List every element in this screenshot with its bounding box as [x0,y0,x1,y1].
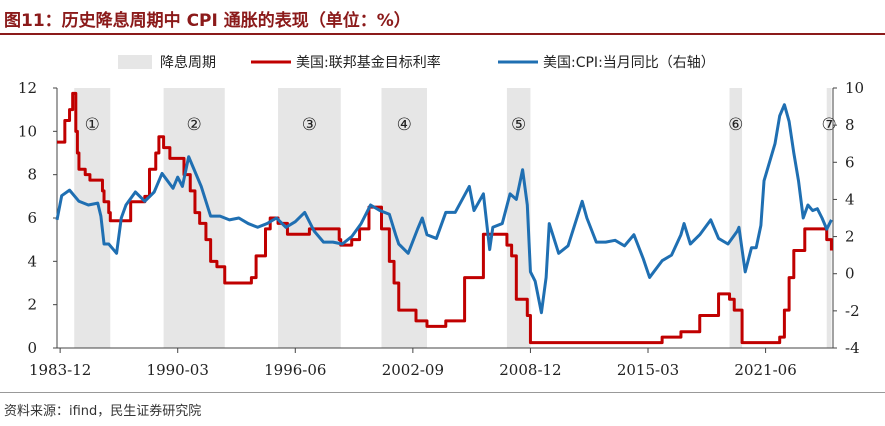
title-divider [0,33,885,35]
period-label: ② [187,115,202,135]
period-label: ⑤ [511,115,526,135]
x-tick-label: 1983-12 [29,361,91,379]
right-tick-label: 2 [845,228,855,246]
x-tick-label: 2021-06 [734,361,796,379]
shade-band [506,88,531,348]
x-tick-label: 1996-06 [264,361,326,379]
footer-divider [0,392,885,393]
legend-label: 美国:CPI:当月同比（右轴） [543,55,715,71]
period-label: ④ [397,115,412,135]
right-tick-label: 8 [845,116,855,134]
right-tick-label: -2 [845,302,860,320]
right-tick-label: 0 [845,265,855,283]
x-tick-label: 2002-09 [382,361,444,379]
left-tick-label: 12 [18,79,37,97]
right-tick-label: -4 [845,339,860,357]
shade-band [729,88,743,348]
x-tick-label: 2008-12 [499,361,561,379]
x-axis: 1983-12 1990-03 1996-06 2002-09 2008-12 2015-… [29,347,833,379]
x-tick-label: 2015-03 [617,361,679,379]
left-tick-label: 8 [27,166,37,184]
left-tick-label: 4 [27,252,37,270]
chart-title: 图11：历史降息周期中 CPI 通胀的表现（单位：%） [4,11,411,31]
right-tick-label: 10 [845,79,864,97]
shade-band [826,88,832,348]
left-tick-label: 10 [18,122,37,140]
right-tick-label: 6 [845,153,855,171]
fed-rate-line [57,91,833,345]
left-axis: 0 2 4 6 8 10 12 [18,79,58,357]
period-label: ⑥ [728,115,743,135]
series-lines [55,91,833,345]
shade-band [163,88,225,348]
source-note: 资料来源：ifind，民生证券研究院 [4,404,202,419]
right-axis: -4 -2 0 2 4 6 8 10 [832,79,864,357]
left-tick-label: 2 [27,296,37,314]
x-tick-label: 1990-03 [147,361,209,379]
legend-label: 降息周期 [160,54,216,71]
shade-band [278,88,341,348]
shade-band [74,88,111,348]
legend-label: 美国:联邦基金目标利率 [296,54,441,71]
legend: 降息周期 美国:联邦基金目标利率 美国:CPI:当月同比（右轴） [118,54,715,71]
cpi-line [55,103,833,315]
period-label: ① [85,115,100,135]
legend-swatch-shade [118,55,152,69]
left-tick-label: 6 [27,209,37,227]
right-tick-label: 4 [845,190,855,208]
period-label: ③ [302,115,317,135]
left-tick-label: 0 [27,339,37,357]
